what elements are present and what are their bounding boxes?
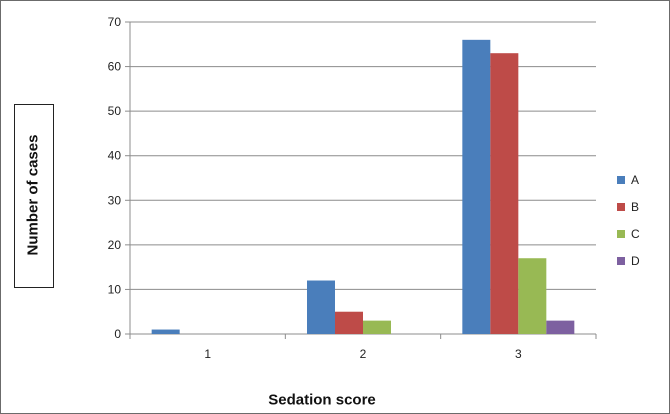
legend-swatch-C	[617, 230, 625, 238]
legend-label-D: D	[631, 254, 640, 268]
legend-label-B: B	[631, 200, 639, 214]
y-tick-label: 30	[108, 193, 122, 207]
y-tick-label: 50	[108, 104, 122, 118]
y-tick-label: 20	[108, 238, 122, 252]
bar-A-1	[151, 329, 180, 334]
y-tick-label: 0	[114, 327, 121, 341]
y-axis-label: Number of cases	[24, 134, 42, 256]
legend-label-C: C	[631, 227, 640, 241]
x-tick-label: 2	[360, 347, 367, 361]
y-tick-label: 40	[108, 149, 122, 163]
bar-D-3	[546, 320, 575, 334]
y-tick-label: 60	[108, 60, 122, 74]
y-tick-label: 10	[108, 282, 122, 296]
bar-A-2	[307, 280, 335, 334]
y-tick-label: 70	[108, 15, 122, 29]
bar-C-2	[363, 320, 391, 334]
x-tick-label: 1	[204, 347, 211, 361]
legend-swatch-A	[617, 176, 625, 184]
legend-swatch-B	[617, 203, 625, 211]
bar-C-3	[518, 258, 547, 334]
bar-B-2	[335, 311, 363, 334]
bar-B-3	[490, 53, 519, 334]
bar-A-3	[462, 39, 491, 334]
x-axis-label: Sedation score	[268, 391, 376, 409]
x-tick-label: 3	[515, 347, 522, 361]
legend-label-A: A	[631, 173, 639, 187]
y-axis-label-box	[14, 104, 54, 288]
legend-swatch-D	[617, 257, 625, 265]
